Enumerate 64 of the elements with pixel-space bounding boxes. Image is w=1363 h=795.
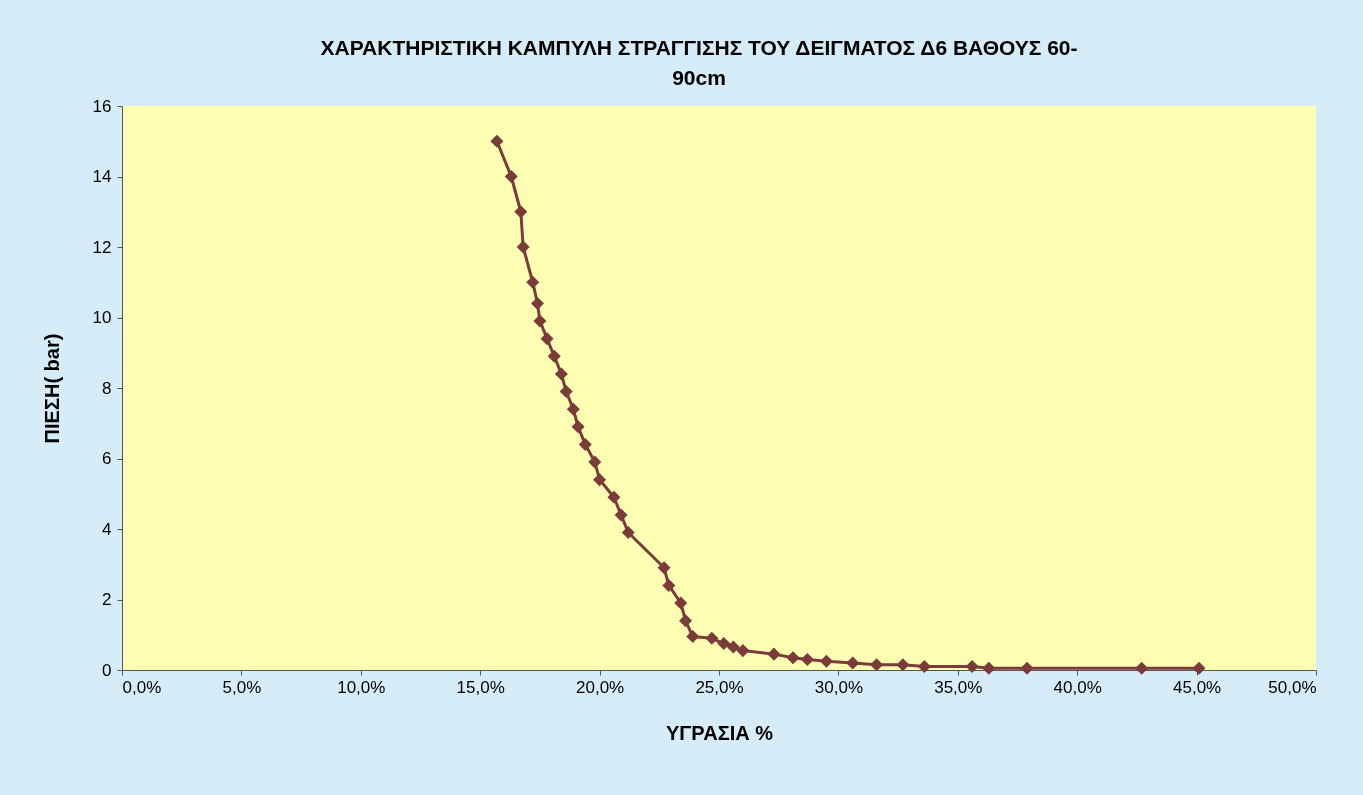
point [846, 656, 860, 670]
point [726, 640, 740, 654]
point [559, 385, 573, 399]
y-tick-label: 2 [102, 590, 112, 609]
point [490, 134, 504, 148]
y-tick-label: 16 [92, 96, 112, 116]
point [982, 661, 996, 675]
point [540, 332, 554, 346]
point [870, 658, 884, 672]
point [786, 651, 800, 665]
y-tick-label: 10 [92, 308, 112, 327]
y-tick-label: 12 [92, 237, 112, 257]
point [896, 658, 910, 672]
x-tick-label: 45,0% [1173, 677, 1222, 697]
y-tick-label: 14 [92, 167, 112, 186]
x-tick-label: 5,0% [222, 677, 262, 697]
chart-title: ΧΑΡΑΚΤΗΡΙΣΤΙΚΗ ΚΑΜΠΥΛΗ ΣΤΡΑΓΓΙΣΗΣ ΤΟΥ ΔΕΙΓΜΑΤΟΣ Δ6 ΒΑΘΟΥΣ 60-90cm [320, 36, 1078, 89]
x-axis-title: ΥΓΡΑΣΙΑ % [665, 721, 774, 744]
point [1192, 661, 1206, 675]
x-tick-label: 20,0% [576, 677, 625, 697]
x-tick-label: 40,0% [1053, 677, 1102, 697]
point [578, 437, 592, 451]
point [516, 240, 530, 254]
point [965, 659, 979, 673]
point [621, 526, 635, 540]
point [593, 473, 607, 487]
point [686, 629, 700, 644]
point [588, 455, 602, 469]
point [547, 349, 561, 363]
x-tick-label: 50,0% [1268, 677, 1317, 697]
y-tick-label: 4 [102, 519, 112, 539]
point [607, 490, 621, 504]
point [705, 631, 719, 645]
x-tick-label: 30,0% [814, 677, 863, 697]
point [1135, 661, 1149, 675]
point [504, 169, 518, 184]
point [767, 647, 781, 661]
point [819, 654, 833, 668]
x-tick-label: 35,0% [934, 677, 983, 697]
point [662, 578, 676, 592]
y-tick-label: 8 [102, 378, 112, 398]
y-tick-label: 0 [102, 660, 112, 680]
point [674, 596, 688, 610]
x-tick-label: 25,0% [695, 677, 744, 697]
point [917, 659, 931, 673]
point [530, 296, 545, 310]
point [800, 652, 814, 666]
point [554, 367, 568, 381]
point [526, 275, 540, 289]
x-tick-label: 0,0% [122, 677, 162, 697]
point [514, 205, 528, 219]
x-tick-label: 15,0% [456, 677, 505, 697]
point [614, 508, 628, 522]
point [571, 420, 585, 434]
y-tick-label: 6 [102, 449, 112, 468]
point [679, 614, 693, 628]
y-axis-title: ΠΙΕΣΗ( bar) [40, 333, 63, 444]
point [657, 561, 671, 575]
point [533, 314, 547, 328]
point [736, 644, 750, 658]
point [717, 637, 731, 651]
x-tick-label: 10,0% [337, 677, 386, 697]
point [1020, 661, 1034, 675]
point [566, 402, 580, 416]
